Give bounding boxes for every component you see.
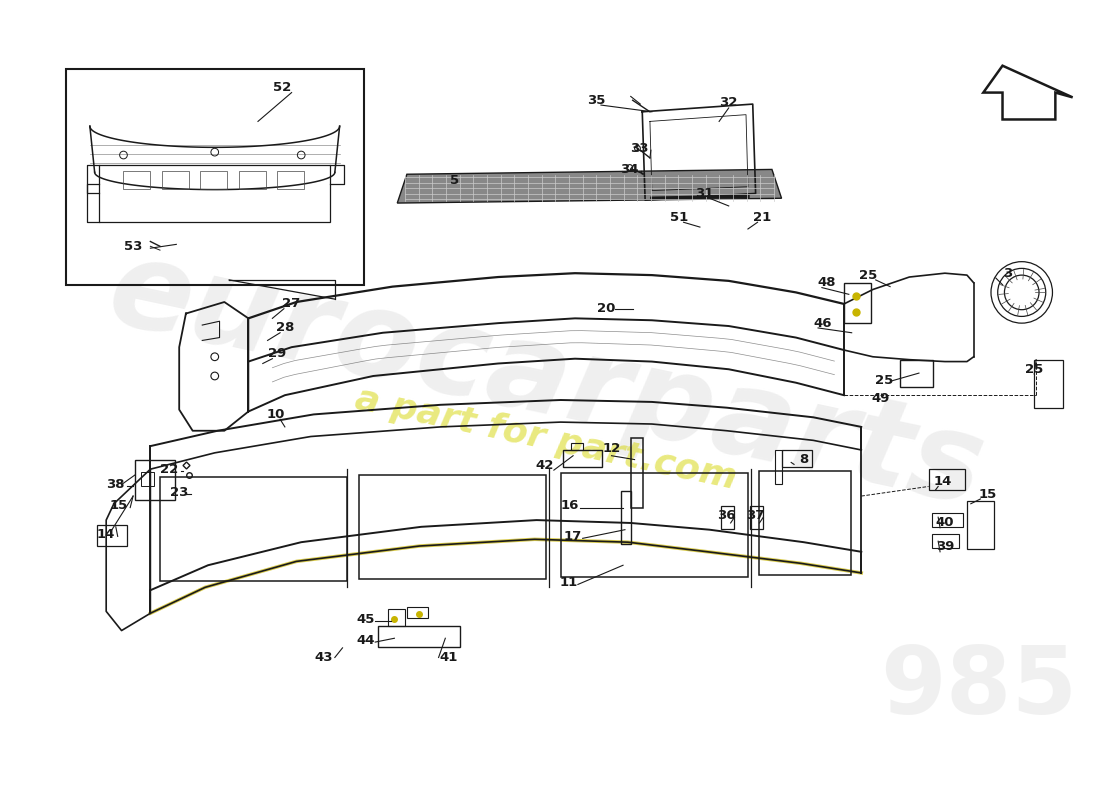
Text: 42: 42 (535, 459, 553, 472)
Bar (141, 472, 154, 486)
Text: 22: 22 (161, 462, 178, 476)
Bar (359, 475, 547, 578)
Text: 49: 49 (871, 391, 890, 405)
Text: 45: 45 (356, 613, 375, 626)
Bar (1034, 360, 1063, 408)
Text: 32: 32 (719, 96, 738, 109)
Text: 48: 48 (817, 276, 836, 290)
Text: 21: 21 (754, 211, 771, 224)
Text: 23: 23 (170, 486, 188, 498)
Text: 51: 51 (670, 211, 688, 224)
Bar (571, 443, 583, 450)
Text: 40: 40 (936, 517, 954, 530)
Text: 38: 38 (107, 478, 125, 491)
Text: 17: 17 (564, 530, 582, 543)
Text: 8: 8 (799, 453, 808, 466)
Text: 34: 34 (620, 163, 639, 176)
Polygon shape (397, 170, 782, 203)
Bar (97, 525, 128, 546)
Text: 41: 41 (439, 651, 458, 664)
Bar (123, 171, 151, 189)
Text: a part for part.com: a part for part.com (352, 382, 740, 495)
Text: 35: 35 (587, 94, 605, 106)
Bar (407, 606, 428, 618)
Bar (750, 506, 763, 529)
Bar (933, 514, 964, 527)
Text: 25: 25 (876, 374, 893, 387)
Bar (378, 626, 460, 647)
Text: 3: 3 (1003, 266, 1012, 280)
Bar (782, 450, 812, 467)
Bar (630, 438, 644, 507)
Text: 14: 14 (934, 475, 953, 488)
Text: 33: 33 (630, 142, 649, 154)
Bar (563, 450, 602, 467)
Text: 46: 46 (814, 317, 832, 330)
Text: 53: 53 (124, 240, 142, 253)
Text: 985: 985 (880, 642, 1077, 734)
Bar (160, 477, 348, 581)
Text: 20: 20 (596, 302, 615, 315)
Bar (928, 469, 965, 490)
Bar (277, 171, 304, 189)
Text: 27: 27 (283, 298, 300, 310)
Bar (774, 450, 782, 483)
Text: 31: 31 (695, 187, 714, 200)
Text: 37: 37 (747, 509, 764, 522)
Bar (933, 534, 959, 548)
Bar (66, 69, 364, 285)
Text: 28: 28 (276, 322, 294, 334)
Text: 44: 44 (356, 634, 375, 646)
Text: 10: 10 (266, 408, 285, 421)
Text: 16: 16 (561, 499, 580, 512)
Bar (162, 171, 189, 189)
Bar (967, 501, 994, 549)
Bar (200, 171, 228, 189)
Bar (720, 506, 735, 529)
Bar (844, 282, 871, 323)
Bar (621, 491, 630, 544)
Text: 15: 15 (110, 499, 128, 512)
Text: 39: 39 (936, 541, 954, 554)
Text: 36: 36 (717, 509, 736, 522)
Bar (99, 165, 330, 222)
Bar (239, 171, 266, 189)
Text: 15: 15 (979, 488, 998, 501)
Text: 25: 25 (859, 269, 877, 282)
Text: 29: 29 (268, 347, 286, 360)
Text: 14: 14 (97, 528, 116, 541)
Text: 11: 11 (559, 576, 578, 589)
Bar (759, 471, 850, 575)
Bar (135, 459, 175, 500)
Text: eurocarparts: eurocarparts (98, 231, 994, 530)
Text: 52: 52 (273, 82, 292, 94)
Bar (561, 473, 748, 577)
Text: 12: 12 (603, 442, 620, 454)
Text: 5: 5 (450, 174, 460, 187)
Bar (900, 360, 933, 386)
Bar (387, 610, 405, 626)
Text: 25: 25 (1025, 362, 1043, 376)
Text: 43: 43 (315, 651, 332, 664)
